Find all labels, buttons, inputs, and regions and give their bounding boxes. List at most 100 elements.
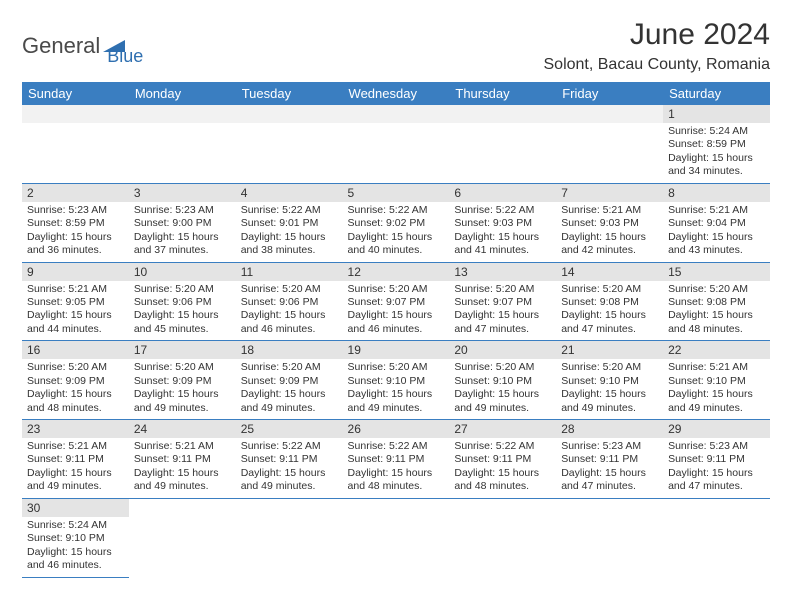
sunrise-line: Sunrise: 5:21 AM [668,361,765,374]
day-cell [22,105,129,183]
daylight-line: Daylight: 15 hours and 49 minutes. [454,388,551,415]
day-number: 28 [556,420,663,438]
sunset-line: Sunset: 9:11 PM [134,453,231,466]
day-number [343,499,450,517]
day-number: 29 [663,420,770,438]
day-number: 14 [556,263,663,281]
day-number: 24 [129,420,236,438]
day-details: Sunrise: 5:21 AMSunset: 9:03 PMDaylight:… [556,202,663,262]
sunrise-line: Sunrise: 5:20 AM [241,283,338,296]
daylight-line: Daylight: 15 hours and 47 minutes. [668,467,765,494]
day-details: Sunrise: 5:21 AMSunset: 9:10 PMDaylight:… [663,359,770,419]
day-header: Monday [129,82,236,105]
day-details: Sunrise: 5:20 AMSunset: 9:08 PMDaylight:… [663,281,770,341]
day-details: Sunrise: 5:24 AMSunset: 8:59 PMDaylight:… [663,123,770,183]
day-number [129,499,236,517]
week-row: 16Sunrise: 5:20 AMSunset: 9:09 PMDayligh… [22,341,770,420]
day-number: 6 [449,184,556,202]
day-cell: 11Sunrise: 5:20 AMSunset: 9:06 PMDayligh… [236,262,343,341]
day-number: 13 [449,263,556,281]
day-header: Sunday [22,82,129,105]
daylight-line: Daylight: 15 hours and 44 minutes. [27,309,124,336]
sunrise-line: Sunrise: 5:22 AM [348,440,445,453]
header: General Blue June 2024 Solont, Bacau Cou… [22,18,770,74]
daylight-line: Daylight: 15 hours and 49 minutes. [134,388,231,415]
day-cell: 14Sunrise: 5:20 AMSunset: 9:08 PMDayligh… [556,262,663,341]
sunset-line: Sunset: 9:09 PM [241,375,338,388]
day-number [236,105,343,123]
day-details: Sunrise: 5:22 AMSunset: 9:11 PMDaylight:… [343,438,450,498]
sunrise-line: Sunrise: 5:23 AM [27,204,124,217]
sunrise-line: Sunrise: 5:22 AM [241,204,338,217]
daylight-line: Daylight: 15 hours and 46 minutes. [27,546,124,573]
day-cell: 9Sunrise: 5:21 AMSunset: 9:05 PMDaylight… [22,262,129,341]
daylight-line: Daylight: 15 hours and 45 minutes. [134,309,231,336]
sunrise-line: Sunrise: 5:23 AM [668,440,765,453]
day-details: Sunrise: 5:20 AMSunset: 9:09 PMDaylight:… [129,359,236,419]
day-details: Sunrise: 5:20 AMSunset: 9:09 PMDaylight:… [22,359,129,419]
sunset-line: Sunset: 9:10 PM [27,532,124,545]
day-cell: 21Sunrise: 5:20 AMSunset: 9:10 PMDayligh… [556,341,663,420]
calendar-table: SundayMondayTuesdayWednesdayThursdayFrid… [22,82,770,578]
sunset-line: Sunset: 9:08 PM [561,296,658,309]
day-cell: 3Sunrise: 5:23 AMSunset: 9:00 PMDaylight… [129,183,236,262]
sunrise-line: Sunrise: 5:22 AM [348,204,445,217]
day-details: Sunrise: 5:22 AMSunset: 9:03 PMDaylight:… [449,202,556,262]
sunset-line: Sunset: 9:09 PM [27,375,124,388]
day-cell [556,498,663,577]
week-row: 23Sunrise: 5:21 AMSunset: 9:11 PMDayligh… [22,420,770,499]
sunset-line: Sunset: 9:10 PM [348,375,445,388]
logo: General Blue [22,24,143,67]
day-details: Sunrise: 5:20 AMSunset: 9:06 PMDaylight:… [236,281,343,341]
daylight-line: Daylight: 15 hours and 36 minutes. [27,231,124,258]
day-number: 5 [343,184,450,202]
sunset-line: Sunset: 9:03 PM [561,217,658,230]
day-number: 2 [22,184,129,202]
day-cell [129,105,236,183]
sunset-line: Sunset: 9:10 PM [561,375,658,388]
sunset-line: Sunset: 8:59 PM [668,138,765,151]
sunset-line: Sunset: 9:00 PM [134,217,231,230]
day-cell: 5Sunrise: 5:22 AMSunset: 9:02 PMDaylight… [343,183,450,262]
sunset-line: Sunset: 9:02 PM [348,217,445,230]
logo-text-general: General [22,33,100,59]
day-number [236,499,343,517]
sunrise-line: Sunrise: 5:24 AM [668,125,765,138]
day-cell: 15Sunrise: 5:20 AMSunset: 9:08 PMDayligh… [663,262,770,341]
day-cell: 19Sunrise: 5:20 AMSunset: 9:10 PMDayligh… [343,341,450,420]
week-row: 1Sunrise: 5:24 AMSunset: 8:59 PMDaylight… [22,105,770,183]
day-cell: 6Sunrise: 5:22 AMSunset: 9:03 PMDaylight… [449,183,556,262]
day-number: 17 [129,341,236,359]
day-details: Sunrise: 5:24 AMSunset: 9:10 PMDaylight:… [22,517,129,577]
day-number: 19 [343,341,450,359]
day-details: Sunrise: 5:21 AMSunset: 9:05 PMDaylight:… [22,281,129,341]
day-cell: 20Sunrise: 5:20 AMSunset: 9:10 PMDayligh… [449,341,556,420]
day-number: 25 [236,420,343,438]
day-number [449,105,556,123]
day-details: Sunrise: 5:20 AMSunset: 9:06 PMDaylight:… [129,281,236,341]
day-header: Thursday [449,82,556,105]
day-details: Sunrise: 5:20 AMSunset: 9:09 PMDaylight:… [236,359,343,419]
sunrise-line: Sunrise: 5:20 AM [134,283,231,296]
day-cell: 1Sunrise: 5:24 AMSunset: 8:59 PMDaylight… [663,105,770,183]
logo-text-blue: Blue [107,46,143,67]
day-cell [449,105,556,183]
sunset-line: Sunset: 9:08 PM [668,296,765,309]
day-number: 3 [129,184,236,202]
day-number: 11 [236,263,343,281]
title-block: June 2024 Solont, Bacau County, Romania [544,18,771,74]
day-number: 7 [556,184,663,202]
sunrise-line: Sunrise: 5:22 AM [454,440,551,453]
day-details: Sunrise: 5:23 AMSunset: 9:11 PMDaylight:… [663,438,770,498]
sunrise-line: Sunrise: 5:21 AM [27,440,124,453]
week-row: 2Sunrise: 5:23 AMSunset: 8:59 PMDaylight… [22,183,770,262]
day-cell: 12Sunrise: 5:20 AMSunset: 9:07 PMDayligh… [343,262,450,341]
day-cell [129,498,236,577]
day-details: Sunrise: 5:21 AMSunset: 9:11 PMDaylight:… [22,438,129,498]
day-cell: 7Sunrise: 5:21 AMSunset: 9:03 PMDaylight… [556,183,663,262]
day-cell [343,498,450,577]
day-cell [236,498,343,577]
day-number: 26 [343,420,450,438]
day-number: 15 [663,263,770,281]
day-number: 30 [22,499,129,517]
